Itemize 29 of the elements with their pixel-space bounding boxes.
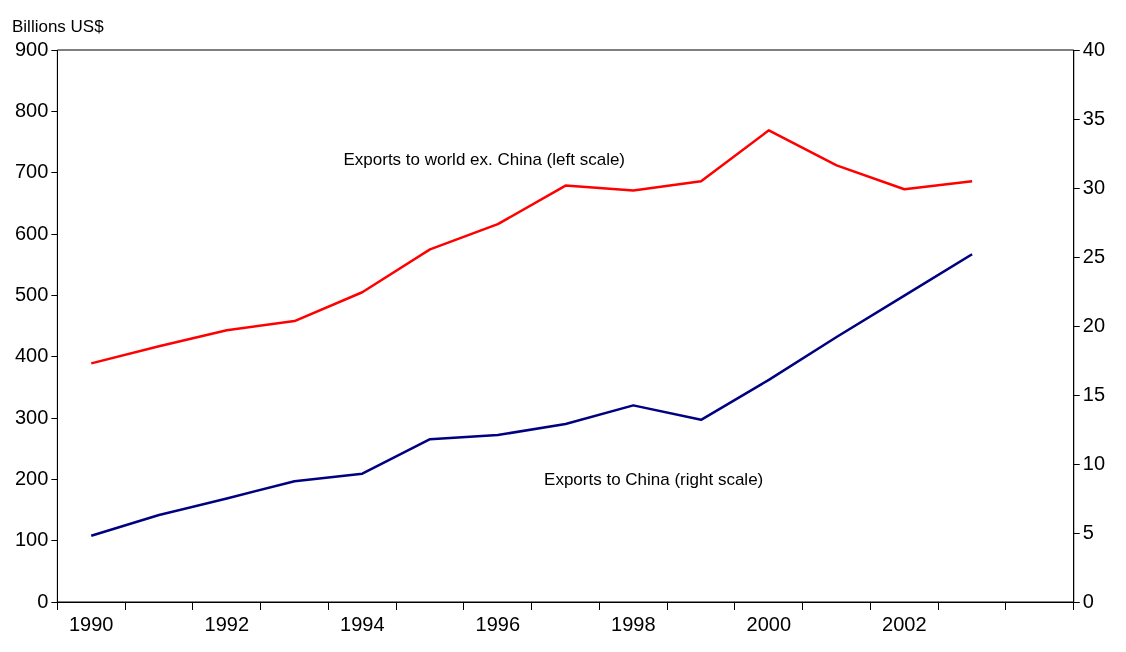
y-tick-label: 200 — [14, 466, 49, 489]
y-tick-label: 300 — [14, 405, 49, 428]
y-tick-label: 800 — [14, 98, 49, 121]
x-tick-label: 1990 — [69, 612, 114, 635]
y2-tick-label: 25 — [1082, 244, 1105, 267]
y-tick-label: 600 — [14, 221, 49, 244]
x-tick-label: 2002 — [882, 612, 927, 635]
y2-tick-label: 40 — [1082, 37, 1105, 60]
x-tick-label: 1994 — [340, 612, 385, 635]
y-tick-label: 500 — [14, 282, 49, 305]
y2-tick-label: 30 — [1082, 175, 1105, 198]
y-tick-label: 100 — [14, 528, 49, 551]
x-tick-label: 1998 — [611, 612, 656, 635]
series-label: Exports to world ex. China (left scale) — [343, 150, 626, 170]
y-tick-label: 400 — [14, 344, 49, 367]
y-tick-label: 0 — [37, 589, 49, 612]
y2-tick-label: 10 — [1082, 451, 1105, 474]
y2-tick-label: 5 — [1082, 520, 1094, 543]
y2-tick-label: 35 — [1082, 106, 1105, 129]
y2-tick-label: 20 — [1082, 313, 1105, 336]
y2-tick-label: 0 — [1082, 589, 1094, 612]
x-tick-label: 1992 — [204, 612, 250, 635]
y-axis-title: Billions US$ — [12, 17, 105, 37]
text: Exports to China (right scale) — [544, 470, 764, 490]
y-tick-label: 900 — [14, 37, 49, 60]
x-tick-label: 1996 — [475, 612, 521, 635]
x-tick-label: 2000 — [746, 612, 792, 635]
y2-tick-label: 15 — [1082, 382, 1105, 405]
y-tick-label: 700 — [14, 160, 49, 183]
